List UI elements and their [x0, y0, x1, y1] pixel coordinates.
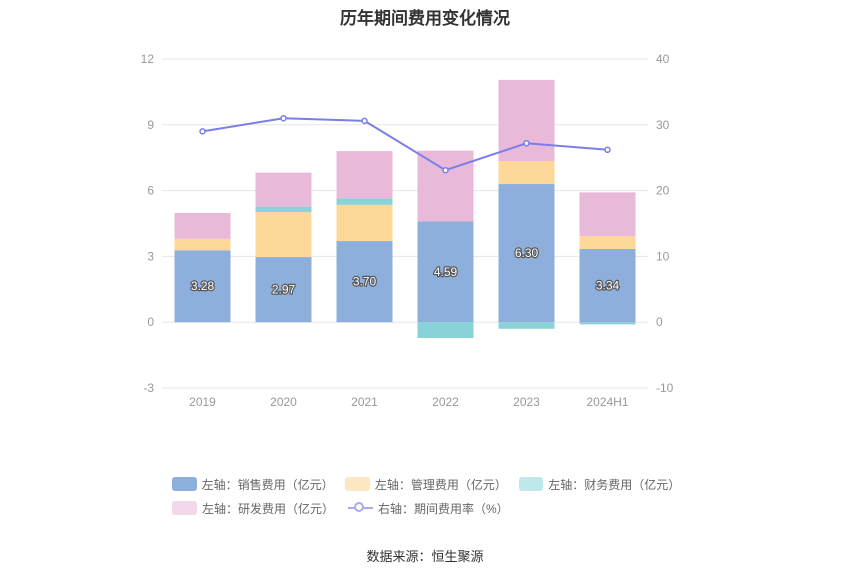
bar-segment-1	[579, 248, 636, 323]
bar-segment-4	[579, 192, 636, 237]
x-axis-tick-label: 2022	[432, 395, 459, 409]
bar-segment-2	[255, 212, 312, 258]
x-axis-tick-label: 2020	[270, 395, 297, 409]
data-label: 6.30	[515, 246, 539, 260]
legend-label-rnd: 左轴：研发费用（亿元）	[202, 501, 335, 516]
right-axis-tick-label: 40	[656, 52, 670, 66]
right-axis-tick-label: -10	[656, 381, 674, 395]
rate-point	[523, 139, 530, 147]
data-label: 3.70	[353, 275, 377, 289]
x-axis-tick-label: 2024H1	[586, 395, 628, 409]
legend-label-admin: 左轴：管理费用（亿元）	[374, 477, 507, 492]
x-axis-tick-label: 2019	[189, 395, 216, 409]
grid-lines	[162, 58, 648, 389]
bar-segment-2	[174, 238, 231, 251]
bar-segment-3	[255, 206, 312, 213]
right-axis-tick-label: 0	[656, 315, 663, 329]
bar-segment-2	[579, 236, 636, 249]
bar-segment-4	[498, 79, 555, 161]
data-labels: 3.28 2.97 3.70 4.59 6.30 3.34	[190, 245, 621, 298]
legend-item-rate[interactable]: 右轴：期间费用率（%）	[348, 500, 509, 517]
rate-point	[361, 117, 368, 125]
x-axis-tick-label: 2023	[513, 395, 540, 409]
left-axis-tick-label: 3	[147, 249, 154, 263]
rate-point	[442, 166, 449, 174]
right-axis-ticks: -10 0 10 20 30 40	[656, 52, 674, 395]
legend-item-admin[interactable]: 左轴：管理费用（亿元）	[345, 476, 507, 493]
bar-segment-2	[336, 204, 393, 242]
legend-swatch-rnd	[172, 501, 197, 515]
legend-label-finance: 左轴：财务费用（亿元）	[548, 477, 681, 492]
left-axis-tick-label: -3	[143, 381, 154, 395]
bar-segment-1	[255, 257, 312, 323]
left-axis-ticks: -3 0 3 6 9 12	[141, 52, 155, 395]
rate-point	[199, 128, 206, 135]
legend-swatch-finance	[518, 477, 544, 491]
left-axis-tick-label: 12	[141, 52, 155, 66]
x-axis-tick-label: 2021	[351, 395, 378, 409]
bar-segment-4	[174, 212, 231, 239]
x-axis-labels: 2019 2020 2021 2022 2023 2024H1	[189, 395, 629, 409]
legend: 左轴：销售费用（亿元） 左轴：管理费用（亿元） 左轴：财务费用（亿元） 左轴：研…	[172, 472, 692, 520]
right-axis-tick-label: 30	[656, 118, 670, 132]
legend-item-sales[interactable]: 左轴：销售费用（亿元）	[172, 476, 334, 493]
bar-segment-3	[498, 322, 555, 329]
bar-segment-1	[417, 221, 474, 323]
left-axis-tick-label: 9	[147, 118, 154, 132]
right-axis-tick-label: 20	[656, 184, 670, 198]
bar-segment-4	[336, 151, 393, 199]
bar-segment-4	[417, 150, 474, 222]
bars	[174, 79, 636, 338]
rate-point	[280, 114, 287, 122]
legend-swatch-admin	[345, 477, 370, 491]
bar-segment-1	[336, 241, 393, 323]
legend-label-rate: 右轴：期间费用率（%）	[378, 501, 509, 516]
legend-item-rnd[interactable]: 左轴：研发费用（亿元）	[172, 500, 334, 517]
bar-segment-3	[417, 322, 474, 338]
rate-point	[604, 146, 611, 154]
chart-title: 历年期间费用变化情况	[340, 9, 510, 28]
left-axis-tick-label: 0	[147, 315, 154, 329]
bar-segment-2	[498, 160, 555, 185]
data-label: 3.34	[596, 279, 620, 293]
data-source: 数据来源：恒生聚源	[366, 549, 484, 564]
bar-segment-1	[174, 250, 231, 323]
data-label: 2.97	[272, 283, 296, 297]
bar-segment-3	[579, 322, 636, 325]
legend-item-finance[interactable]: 左轴：财务费用（亿元）	[518, 476, 681, 493]
right-axis-tick-label: 10	[656, 249, 670, 263]
legend-label-sales: 左轴：销售费用（亿元）	[201, 477, 334, 492]
data-label: 4.59	[434, 265, 458, 279]
bar-segment-1	[498, 184, 555, 323]
legend-swatch-sales	[172, 477, 197, 491]
data-label: 3.28	[191, 279, 215, 293]
rate-line	[199, 114, 611, 174]
bar-segment-3	[336, 198, 393, 205]
left-axis-tick-label: 6	[147, 184, 154, 198]
bar-segment-4	[255, 172, 312, 207]
legend-swatch-rate	[348, 501, 374, 515]
rate-line-path	[202, 117, 608, 172]
